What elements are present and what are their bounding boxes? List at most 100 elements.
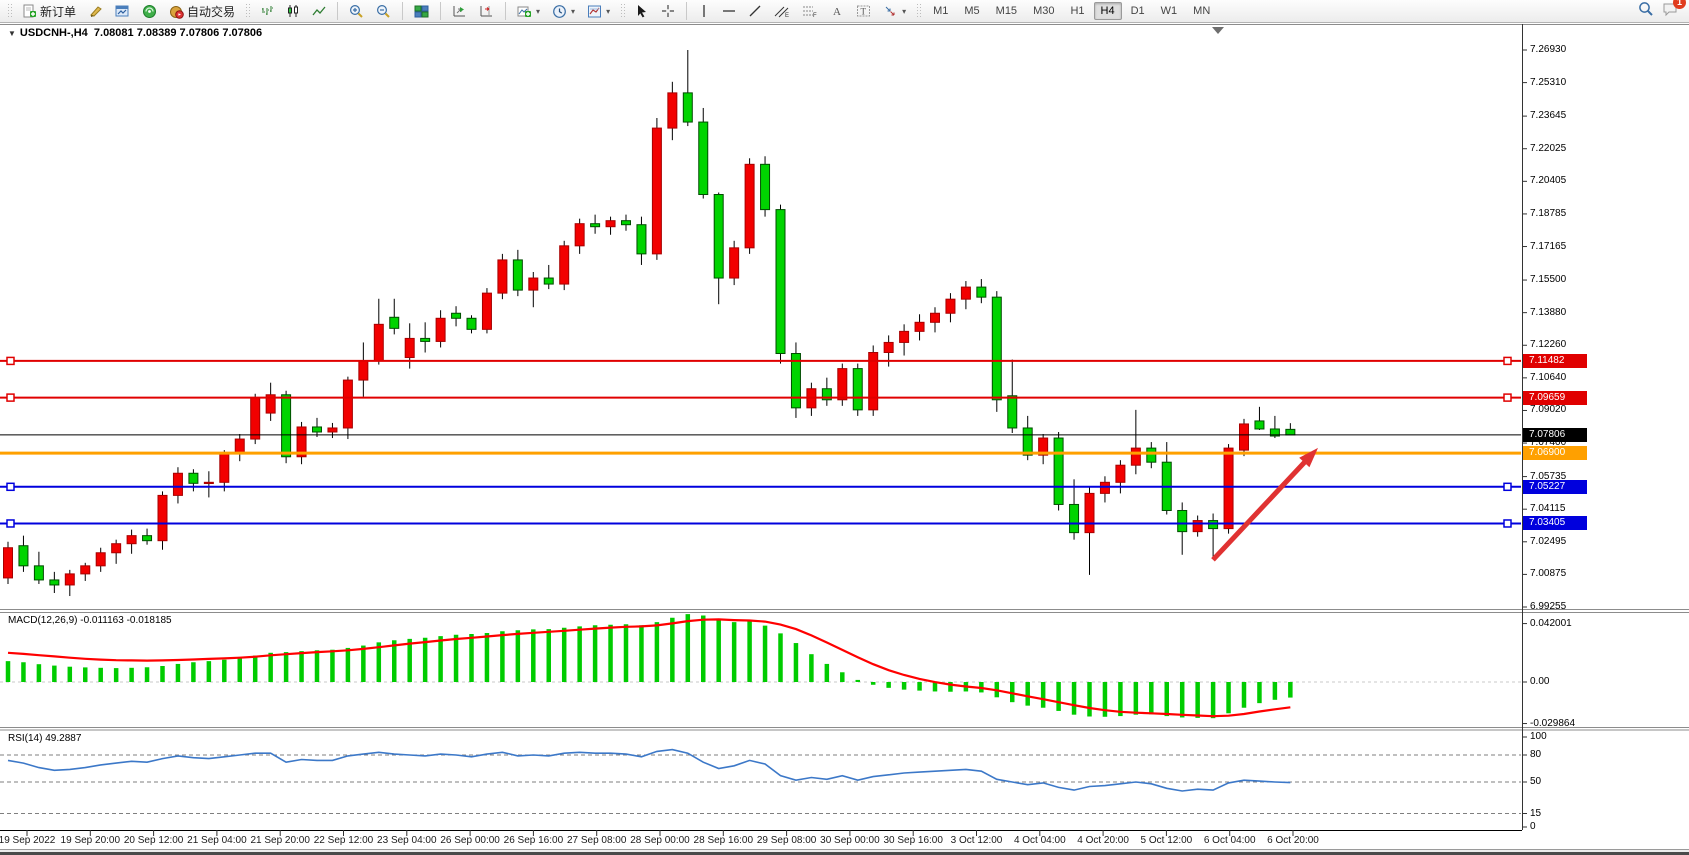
trend-arrow[interactable] — [1211, 447, 1318, 562]
time-axis-label: 28 Sep 16:00 — [693, 835, 754, 846]
candle-up — [1115, 464, 1126, 483]
time-axis-label: 21 Sep 20:00 — [250, 835, 310, 846]
chart-shift-button[interactable] — [474, 1, 499, 21]
horizontal-line[interactable] — [0, 393, 1521, 402]
rsi-axis-label: 100 — [1530, 731, 1547, 742]
templates-button[interactable]: ▾ — [582, 1, 615, 21]
candle-up — [3, 547, 13, 579]
cursor-button[interactable] — [630, 1, 654, 21]
indicators-button[interactable]: ▾ — [512, 1, 545, 21]
timeframe-m5[interactable]: M5 — [964, 5, 980, 17]
trendline-button[interactable] — [743, 1, 767, 21]
chevron-down-icon: ▾ — [536, 6, 541, 16]
macd-signal-line — [7, 618, 1291, 718]
horizontal-line[interactable] — [0, 356, 1521, 366]
text-label-button[interactable]: T — [851, 1, 876, 21]
candle-up — [574, 223, 585, 247]
tile-windows-button[interactable] — [409, 1, 434, 21]
horizontal-line[interactable] — [0, 482, 1521, 492]
sphere-icon — [142, 4, 157, 19]
timeframe-d1[interactable]: D1 — [1130, 5, 1145, 17]
line-handle — [1503, 393, 1512, 402]
candlestick-chart-button[interactable] — [281, 1, 305, 21]
candle-up — [404, 337, 415, 359]
vertical-line-icon — [703, 5, 705, 17]
fibonacci-button[interactable]: F — [797, 1, 823, 21]
time-axis-label: 22 Sep 12:00 — [313, 835, 374, 846]
price-tick-label: 7.04115 — [1530, 503, 1566, 515]
timeframe-m30[interactable]: M30 — [1033, 5, 1055, 17]
styler-button[interactable] — [83, 1, 108, 21]
horizontal-line-button[interactable] — [717, 1, 741, 21]
autotrading-button[interactable]: 自动交易 — [164, 1, 240, 21]
candle-up — [481, 292, 492, 330]
time-axis-label: 6 Oct 20:00 — [1267, 835, 1319, 846]
text-button[interactable]: A — [825, 1, 849, 21]
price-tick-label: 7.17165 — [1530, 240, 1567, 252]
auto-scroll-icon — [453, 5, 466, 16]
periods-button[interactable]: ▾ — [547, 1, 580, 21]
timeframe-w1[interactable]: W1 — [1160, 5, 1178, 17]
candle-up — [296, 426, 307, 458]
timeframe-h4[interactable]: H4 — [1093, 2, 1122, 20]
price-line-badge: 7.03405 — [1523, 516, 1587, 531]
timeframe-m1[interactable]: M1 — [933, 5, 949, 17]
toolbar-grip[interactable] — [7, 3, 12, 19]
price-line-badge: 7.09659 — [1523, 390, 1587, 405]
price-tick-label: 7.13880 — [1530, 306, 1567, 318]
candle-down — [466, 317, 477, 330]
arrows-button[interactable]: ▾ — [878, 1, 911, 21]
candle-up — [234, 438, 245, 454]
zoom-out-button[interactable] — [371, 1, 396, 21]
chat-button[interactable]: 1 — [1662, 0, 1686, 22]
time-axis-label: 6 Oct 04:00 — [1203, 835, 1256, 846]
candle-up — [868, 352, 879, 411]
line-handle — [6, 393, 15, 402]
candle-down — [1208, 520, 1219, 530]
candle-down — [312, 426, 322, 433]
candle-down — [512, 259, 523, 291]
candle-down — [590, 223, 601, 228]
candle-down — [991, 296, 1002, 401]
price-tick-label: 7.23645 — [1530, 110, 1567, 122]
candle-down — [142, 535, 153, 542]
svg-text:F: F — [813, 13, 817, 18]
time-axis-label: 4 Oct 20:00 — [1077, 835, 1129, 846]
auto-scroll-button[interactable] — [447, 1, 472, 21]
clock-icon — [553, 4, 566, 18]
equidistant-channel-button[interactable]: E — [769, 1, 795, 21]
svg-text:E: E — [785, 13, 789, 18]
candle-up — [605, 220, 616, 228]
timeframe-mn[interactable]: MN — [1193, 5, 1211, 17]
candle-down — [188, 472, 199, 484]
zoom-in-button[interactable] — [344, 1, 369, 21]
toolbar-grip[interactable] — [245, 3, 251, 19]
search-button[interactable] — [1638, 1, 1654, 22]
line-chart-button[interactable] — [307, 1, 331, 21]
timeframe-h1[interactable]: H1 — [1070, 5, 1085, 17]
charts-button[interactable] — [110, 1, 135, 21]
notification-badge: 1 — [1673, 0, 1686, 9]
candle-up — [960, 286, 971, 300]
chart-symbol-period: USDCNH-,H4 — [19, 27, 88, 39]
time-axis-label: 27 Sep 08:00 — [566, 835, 627, 846]
toolbar-grip[interactable] — [916, 3, 922, 19]
community-button[interactable] — [137, 1, 162, 21]
rsi-pane — [0, 748, 1521, 814]
rsi-axis-label: 0 — [1530, 821, 1536, 832]
horizontal-line[interactable] — [0, 519, 1521, 528]
tile-windows-icon — [414, 5, 429, 17]
candle-up — [64, 573, 75, 586]
candle-up — [883, 341, 894, 354]
timeframe-m15[interactable]: M15 — [995, 5, 1018, 17]
crosshair-button[interactable] — [656, 1, 680, 21]
rsi-axis-label: 15 — [1530, 807, 1542, 819]
candle-up — [435, 317, 446, 342]
vertical-line-button[interactable] — [693, 1, 715, 21]
candle-up — [528, 277, 539, 291]
new-order-button[interactable]: 新订单 — [17, 1, 81, 21]
bar-chart-button[interactable] — [255, 1, 279, 21]
toolbar-grip[interactable] — [620, 3, 626, 19]
chart-title-dropdown-icon[interactable]: ▼ — [8, 29, 16, 38]
